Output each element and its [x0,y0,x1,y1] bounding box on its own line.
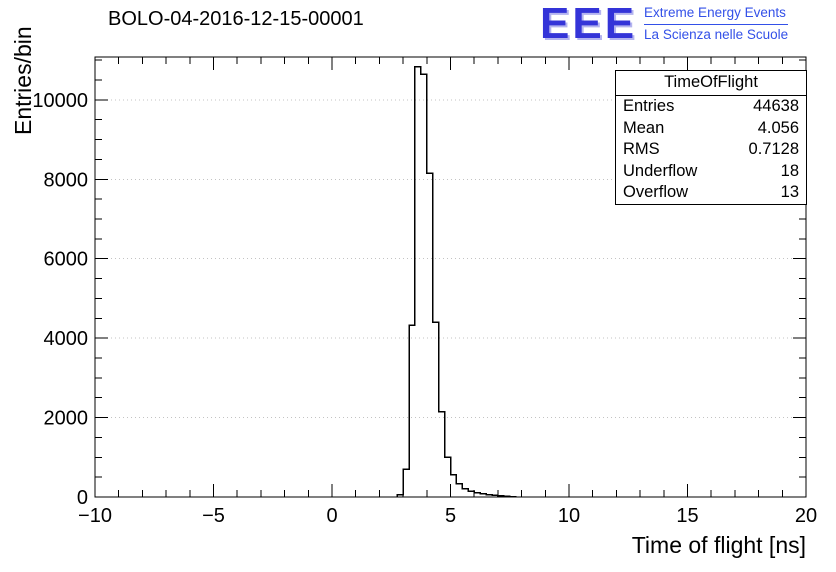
histogram-step-line [396,66,517,498]
svg-text:0: 0 [77,487,88,509]
svg-text:15: 15 [676,505,698,527]
eee-logo: EEE Extreme Energy Events La Scienza nel… [540,0,789,48]
x-axis-title: Time of flight [ns] [632,532,806,558]
svg-text:4000: 4000 [44,328,89,350]
svg-text:6000: 6000 [44,249,89,271]
svg-text:8000: 8000 [44,169,89,191]
y-axis-title: Entries/bin [10,26,36,135]
eee-logo-letters: EEE [540,0,638,48]
svg-text:5: 5 [445,505,456,527]
stats-box: TimeOfFlight Entries 44638 Mean 4.056 RM… [615,70,807,205]
eee-tagline-2: La Scienza nelle Scuole [644,26,789,42]
svg-text:−5: −5 [202,505,225,527]
stat-value: 18 [780,161,799,180]
stat-label: Mean [623,118,665,137]
stat-row-overflow: Overflow 13 [616,182,806,204]
stat-label: Underflow [623,161,698,180]
svg-text:10: 10 [558,505,580,527]
stat-row-rms: RMS 0.7128 [616,139,806,161]
stat-label: RMS [623,140,660,158]
stat-value: 13 [780,183,799,201]
axis-tick-labels: −10 −5 0 5 10 15 20 0 2000 4000 6000 8000 10000 [32,90,817,527]
stat-value: 4.056 [757,118,799,137]
stat-value: 44638 [753,97,799,115]
svg-text:20: 20 [795,505,817,527]
svg-text:2000: 2000 [44,408,89,430]
stat-label: Entries [623,97,675,115]
stats-box-title: TimeOfFlight [616,71,806,96]
stat-row-entries: Entries 44638 [616,96,806,118]
svg-text:0: 0 [326,505,337,527]
plot-title: BOLO-04-2016-12-15-00001 [108,8,364,30]
stat-row-underflow: Underflow 18 [616,161,806,183]
stat-value: 0.7128 [748,140,799,158]
eee-logo-taglines: Extreme Energy Events La Scienza nelle S… [644,5,789,42]
stat-row-mean: Mean 4.056 [616,118,806,140]
eee-tagline-1: Extreme Energy Events [644,5,789,25]
svg-text:−10: −10 [78,505,112,527]
svg-text:10000: 10000 [32,90,88,112]
stat-label: Overflow [623,183,689,201]
